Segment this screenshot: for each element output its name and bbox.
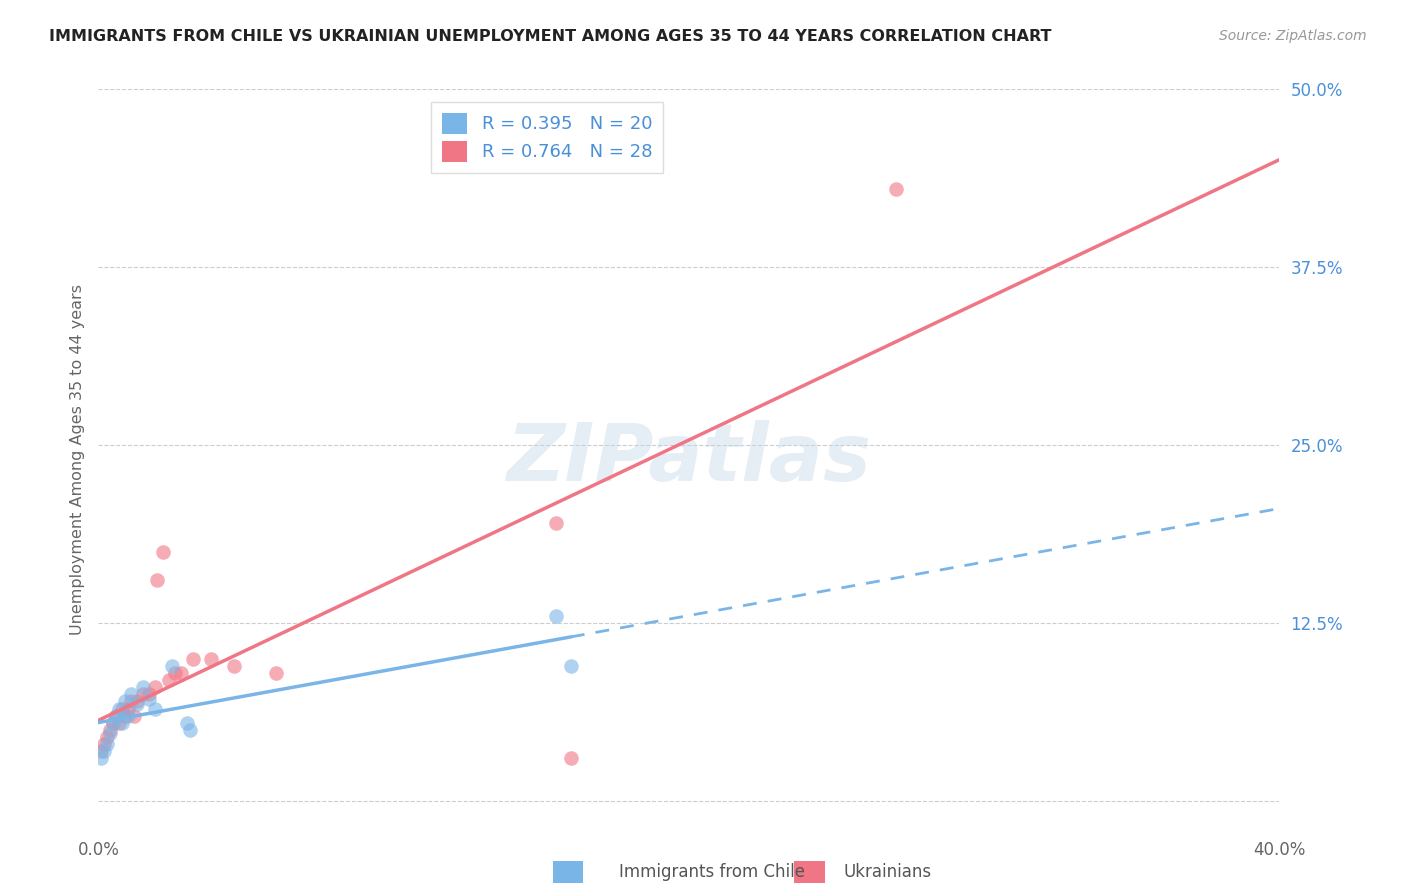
Point	[108, 701, 131, 715]
Point	[152, 545, 174, 559]
Point	[105, 708, 128, 723]
Text: Source: ZipAtlas.com: Source: ZipAtlas.com	[1219, 29, 1367, 44]
Point	[90, 751, 112, 765]
Point	[132, 687, 155, 701]
Point	[143, 680, 166, 694]
Point	[105, 708, 128, 723]
Point	[120, 694, 142, 708]
Point	[93, 744, 115, 758]
Point	[138, 691, 160, 706]
Point	[111, 701, 134, 715]
Point	[122, 708, 145, 723]
Point	[125, 698, 148, 712]
Point	[200, 651, 222, 665]
Legend: R = 0.395   N = 20, R = 0.764   N = 28: R = 0.395 N = 20, R = 0.764 N = 28	[432, 102, 664, 172]
Point	[162, 658, 183, 673]
Y-axis label: Unemployment Among Ages 35 to 44 years: Unemployment Among Ages 35 to 44 years	[69, 284, 84, 635]
Point	[96, 737, 118, 751]
Point	[111, 715, 134, 730]
Point	[560, 751, 582, 765]
Point	[264, 665, 287, 680]
Point	[165, 665, 187, 680]
Point	[96, 730, 118, 744]
Point	[179, 723, 201, 737]
Text: ZIPatlas: ZIPatlas	[506, 420, 872, 499]
Point	[138, 687, 160, 701]
Point	[117, 708, 139, 723]
Point	[146, 574, 169, 588]
Point	[90, 744, 112, 758]
Point	[181, 651, 204, 665]
Point	[103, 715, 125, 730]
Point	[108, 715, 131, 730]
Point	[98, 723, 121, 737]
Point	[157, 673, 180, 687]
Point	[132, 680, 155, 694]
Point	[170, 665, 193, 680]
Point	[224, 658, 246, 673]
Point	[546, 609, 568, 624]
Point	[546, 516, 568, 531]
Text: Immigrants from Chile: Immigrants from Chile	[619, 863, 804, 881]
Point	[114, 694, 136, 708]
Point	[117, 701, 139, 715]
Point	[143, 701, 166, 715]
Point	[125, 694, 148, 708]
Point	[120, 687, 142, 701]
Point	[93, 737, 115, 751]
Text: IMMIGRANTS FROM CHILE VS UKRAINIAN UNEMPLOYMENT AMONG AGES 35 TO 44 YEARS CORREL: IMMIGRANTS FROM CHILE VS UKRAINIAN UNEMP…	[49, 29, 1052, 45]
Point	[884, 182, 907, 196]
Point	[560, 658, 582, 673]
Point	[103, 715, 125, 730]
Point	[176, 715, 198, 730]
Point	[114, 708, 136, 723]
Point	[98, 725, 121, 739]
Text: Ukrainians: Ukrainians	[844, 863, 932, 881]
